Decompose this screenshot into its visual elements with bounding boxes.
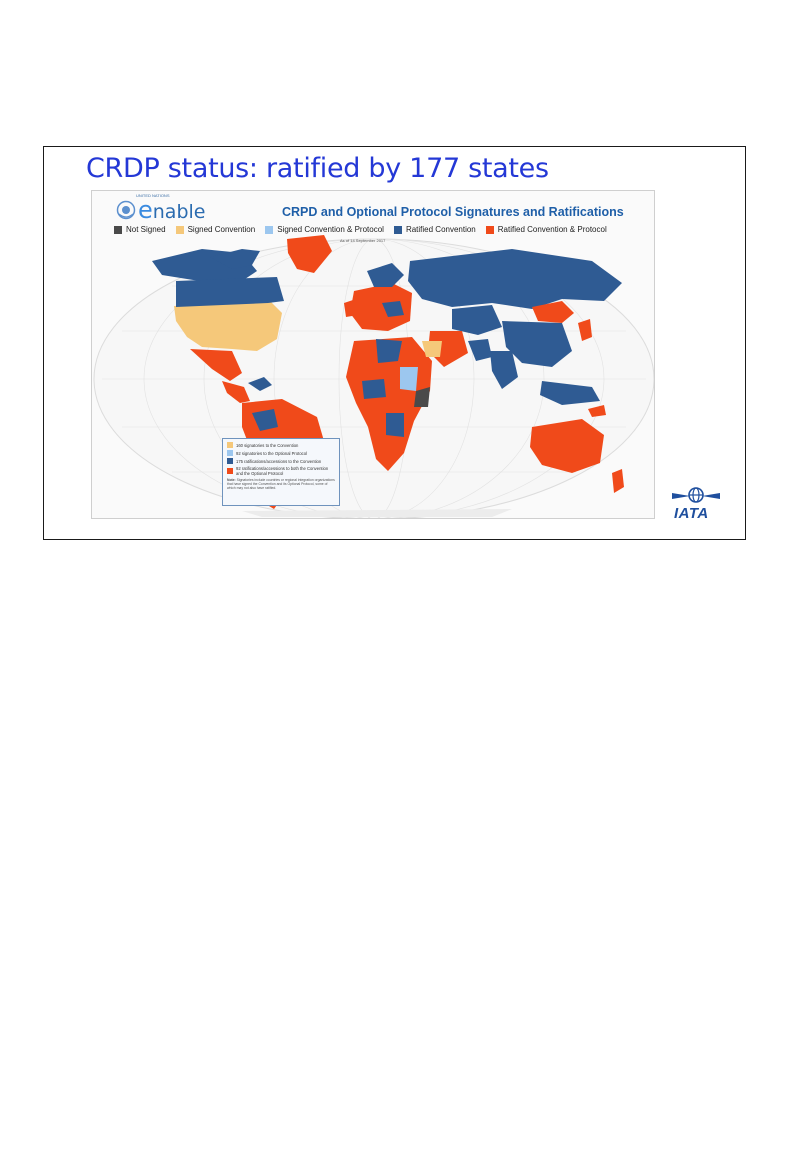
count-row: 92 ratifications/accessions to both the …: [227, 466, 335, 476]
globe-wings-icon: [672, 487, 720, 503]
legend-swatch: [393, 225, 402, 234]
count-row: 92 signatories to the Optional Protocol: [227, 450, 335, 456]
legend-swatch: [175, 225, 184, 234]
legend-item: Signed Convention & Protocol: [265, 225, 384, 234]
un-enable-logo: enable: [116, 196, 206, 224]
asia: [408, 249, 622, 405]
date-line: As of 14 September 2017: [340, 238, 386, 243]
north-america: [152, 249, 284, 403]
map-title: CRPD and Optional Protocol Signatures an…: [282, 205, 624, 219]
legend-item: Ratified Convention & Protocol: [485, 225, 607, 234]
africa: [346, 337, 442, 471]
iata-wordmark: IATA: [674, 505, 709, 522]
legend-item: Not Signed: [114, 225, 166, 234]
antarctica: [242, 509, 512, 517]
legend-swatch: [485, 225, 494, 234]
map-legend: Not Signed Signed Convention Signed Conv…: [114, 225, 607, 234]
oceania: [530, 405, 624, 493]
logo-org-label: UNITED NATIONS: [136, 193, 170, 198]
counts-box: 160 signatories to the Convention 92 sig…: [222, 438, 340, 506]
iata-logo: IATA: [668, 485, 724, 525]
greenland: [287, 235, 332, 273]
count-row: 175 ratifications/accessions to the Conv…: [227, 458, 335, 464]
un-emblem-icon: [116, 200, 136, 220]
europe: [344, 263, 412, 331]
slide-title: CRDP status: ratified by 177 states: [86, 153, 549, 184]
count-row: 160 signatories to the Convention: [227, 442, 335, 448]
legend-item: Signed Convention: [175, 225, 255, 234]
legend-swatch: [114, 225, 122, 234]
world-map: enable UNITED NATIONS CRPD and Optional …: [91, 190, 655, 519]
legend-item: Ratified Convention: [393, 225, 476, 234]
slide: CRDP status: ratified by 177 states: [43, 146, 746, 540]
legend-swatch: [265, 225, 274, 234]
enable-wordmark: enable: [138, 196, 206, 224]
note: Note: Signatories include countries or r…: [227, 478, 335, 491]
